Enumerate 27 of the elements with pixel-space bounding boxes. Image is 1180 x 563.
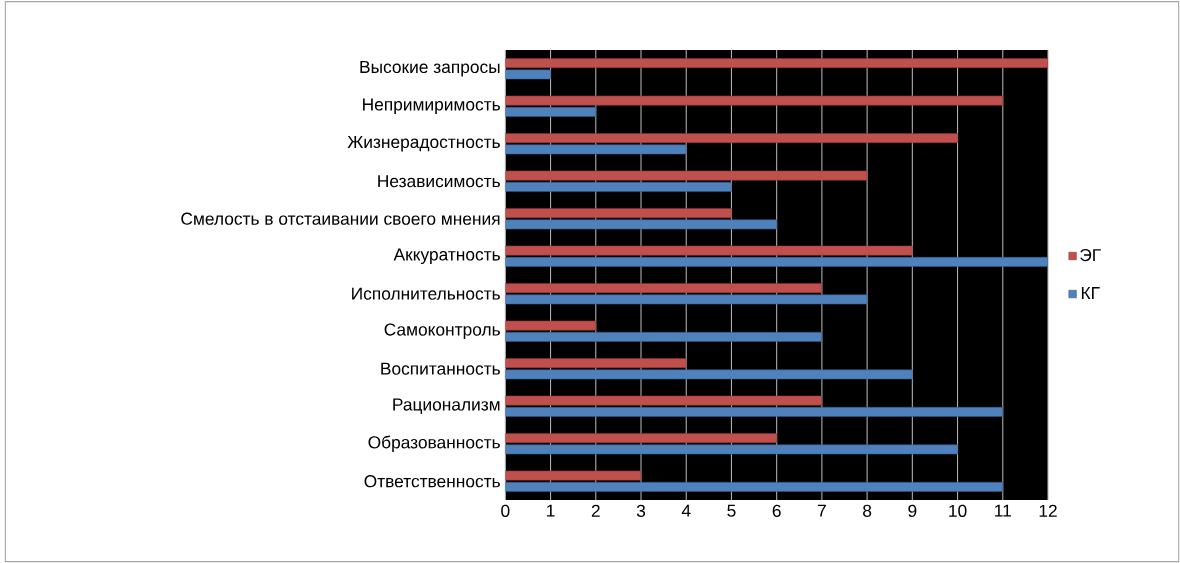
y-tick-label: Смелость в отстаивании своего мнения — [181, 212, 500, 225]
x-tick-label: 0 — [501, 504, 510, 517]
legend-label: ЭГ — [1080, 248, 1101, 262]
x-tick-label: 5 — [727, 504, 736, 517]
y-tick-label: Жизнерадостность — [347, 135, 500, 152]
x-tick-label: 2 — [591, 504, 600, 517]
y-tick-label: Воспитанность — [381, 362, 500, 375]
x-tick-label: 6 — [772, 504, 781, 517]
x-tick-label: 9 — [908, 504, 917, 517]
y-tick-label: Высокие запросы — [360, 60, 500, 77]
y-tick-label: Непримиримость — [363, 98, 500, 114]
x-tick-label: 1 — [547, 504, 555, 517]
x-tick-label: 3 — [636, 504, 646, 517]
legend-label: КГ — [1081, 287, 1100, 300]
x-tick-label: 8 — [863, 504, 872, 517]
y-tick-label: Аккуратность — [393, 248, 500, 264]
x-tick-label: 7 — [817, 504, 826, 517]
y-tick-label: Самоконтроль — [384, 323, 500, 340]
y-tick-label: Исполнительность — [352, 287, 500, 300]
y-tick-label: Независимость — [378, 175, 500, 188]
x-tick-label: 4 — [681, 504, 691, 517]
x-tick-label: 10 — [949, 504, 967, 517]
y-tick-label: Образованность — [368, 435, 500, 452]
y-tick-label: Рационализм — [393, 398, 500, 414]
x-tick-label: 11 — [995, 504, 1011, 517]
y-tick-label: Ответственность — [364, 475, 500, 488]
x-tick-label: 12 — [1039, 504, 1057, 517]
